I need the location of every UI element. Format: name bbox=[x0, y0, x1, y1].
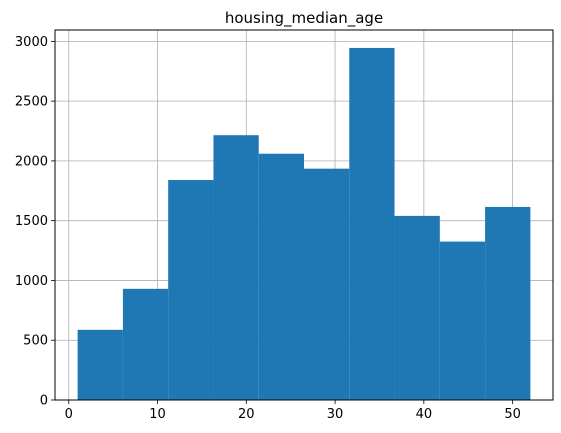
x-tick-label: 40 bbox=[416, 407, 433, 422]
bars-layer bbox=[77, 47, 531, 400]
histogram-bar bbox=[439, 241, 486, 400]
x-tick-label: 20 bbox=[238, 407, 255, 422]
x-tick-label: 30 bbox=[327, 407, 344, 422]
histogram-bar bbox=[213, 135, 259, 400]
y-tick-label: 2000 bbox=[15, 154, 48, 169]
y-tick-label: 1500 bbox=[15, 214, 48, 229]
histogram-bar bbox=[258, 153, 304, 400]
histogram-bar bbox=[77, 329, 123, 400]
chart-title: housing_median_age bbox=[225, 9, 383, 28]
y-tick-label: 500 bbox=[23, 334, 48, 349]
plot-frame bbox=[54, 29, 554, 401]
histogram-bar bbox=[349, 47, 395, 400]
histogram-bar bbox=[304, 168, 350, 400]
y-tick-label: 0 bbox=[40, 394, 48, 409]
histogram-bar bbox=[394, 215, 440, 400]
x-tick-label: 0 bbox=[65, 407, 73, 422]
y-tick-label: 3000 bbox=[15, 35, 48, 50]
x-tick-label: 50 bbox=[504, 407, 521, 422]
y-tick-label: 1000 bbox=[15, 274, 48, 289]
histogram-bar bbox=[168, 180, 214, 400]
x-tick-label: 10 bbox=[149, 407, 166, 422]
histogram-bar bbox=[485, 206, 531, 400]
y-tick-label: 2500 bbox=[15, 95, 48, 110]
histogram-bar bbox=[122, 288, 169, 400]
